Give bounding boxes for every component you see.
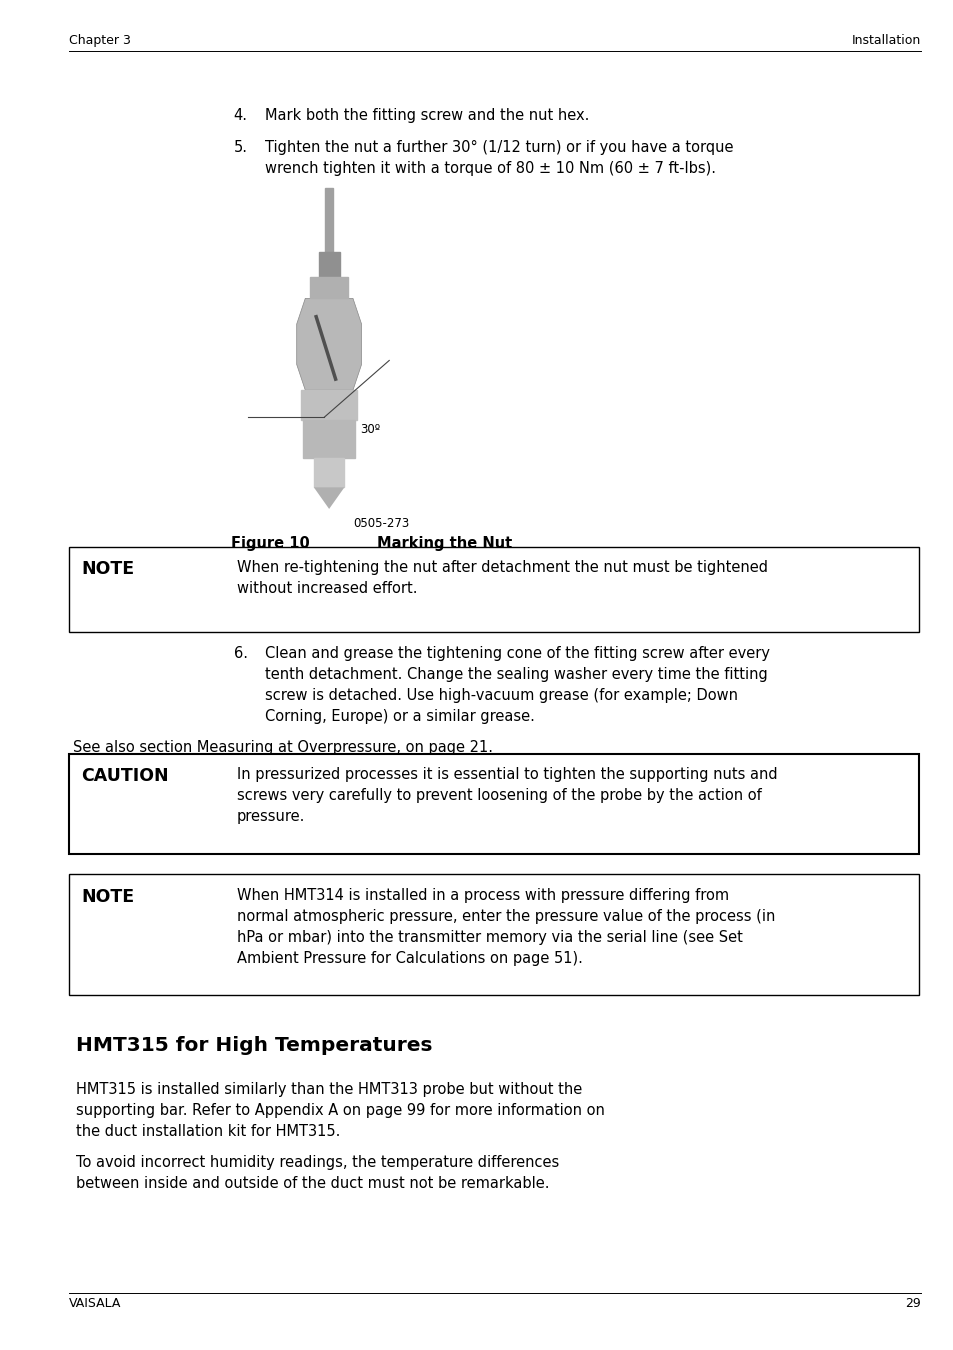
Text: pressure.: pressure. bbox=[236, 809, 305, 824]
Text: Mark both the fitting screw and the nut hex.: Mark both the fitting screw and the nut … bbox=[265, 108, 589, 123]
Text: To avoid incorrect humidity readings, the temperature differences: To avoid incorrect humidity readings, th… bbox=[76, 1156, 559, 1170]
Text: NOTE: NOTE bbox=[81, 560, 134, 578]
Text: Chapter 3: Chapter 3 bbox=[69, 34, 131, 47]
Polygon shape bbox=[296, 298, 361, 390]
Text: normal atmospheric pressure, enter the pressure value of the process (in: normal atmospheric pressure, enter the p… bbox=[236, 909, 774, 923]
Text: supporting bar. Refer to Appendix A on page 99 for more information on: supporting bar. Refer to Appendix A on p… bbox=[76, 1103, 604, 1118]
Text: When re-tightening the nut after detachment the nut must be tightened: When re-tightening the nut after detachm… bbox=[236, 560, 767, 575]
Text: screw is detached. Use high-vacuum grease (for example; Down: screw is detached. Use high-vacuum greas… bbox=[265, 687, 738, 702]
Text: without increased effort.: without increased effort. bbox=[236, 580, 416, 597]
Bar bbox=[325, 188, 333, 252]
Bar bbox=[69, 875, 918, 995]
Text: the duct installation kit for HMT315.: the duct installation kit for HMT315. bbox=[76, 1123, 340, 1139]
Text: 6.: 6. bbox=[233, 645, 248, 660]
Text: In pressurized processes it is essential to tighten the supporting nuts and: In pressurized processes it is essential… bbox=[236, 767, 777, 782]
Text: hPa or mbar) into the transmitter memory via the serial line (see Set: hPa or mbar) into the transmitter memory… bbox=[236, 930, 741, 945]
Text: HMT315 for High Temperatures: HMT315 for High Temperatures bbox=[76, 1035, 433, 1054]
Text: tenth detachment. Change the sealing washer every time the fitting: tenth detachment. Change the sealing was… bbox=[265, 667, 767, 682]
Text: 29: 29 bbox=[903, 1297, 920, 1311]
Bar bbox=[301, 390, 356, 420]
Bar bbox=[303, 420, 355, 458]
Bar bbox=[69, 547, 918, 632]
Text: screws very carefully to prevent loosening of the probe by the action of: screws very carefully to prevent looseni… bbox=[236, 788, 760, 803]
Text: Marking the Nut: Marking the Nut bbox=[376, 536, 512, 551]
Text: wrench tighten it with a torque of 80 ± 10 Nm (60 ± 7 ft-lbs).: wrench tighten it with a torque of 80 ± … bbox=[265, 161, 716, 176]
Text: Tighten the nut a further 30° (1/12 turn) or if you have a torque: Tighten the nut a further 30° (1/12 turn… bbox=[265, 139, 733, 155]
Text: When HMT314 is installed in a process with pressure differing from: When HMT314 is installed in a process wi… bbox=[236, 888, 728, 903]
Text: 30º: 30º bbox=[360, 423, 380, 436]
Text: HMT315 is installed similarly than the HMT313 probe but without the: HMT315 is installed similarly than the H… bbox=[76, 1081, 582, 1098]
Text: Clean and grease the tightening cone of the fitting screw after every: Clean and grease the tightening cone of … bbox=[265, 645, 769, 660]
Bar bbox=[310, 277, 348, 298]
Text: between inside and outside of the duct must not be remarkable.: between inside and outside of the duct m… bbox=[76, 1176, 549, 1191]
Text: Ambient Pressure for Calculations on page 51).: Ambient Pressure for Calculations on pag… bbox=[236, 950, 582, 965]
Text: 4.: 4. bbox=[233, 108, 248, 123]
Text: NOTE: NOTE bbox=[81, 888, 134, 906]
Text: Corning, Europe) or a similar grease.: Corning, Europe) or a similar grease. bbox=[265, 709, 535, 724]
Bar bbox=[69, 753, 918, 855]
Text: 5.: 5. bbox=[233, 139, 248, 155]
Text: VAISALA: VAISALA bbox=[69, 1297, 121, 1311]
Text: 0505-273: 0505-273 bbox=[354, 517, 409, 531]
Text: Figure 10: Figure 10 bbox=[231, 536, 310, 551]
Bar bbox=[318, 252, 339, 277]
Polygon shape bbox=[314, 487, 344, 509]
Text: CAUTION: CAUTION bbox=[81, 767, 169, 786]
Text: See also section Measuring at Overpressure, on page 21.: See also section Measuring at Overpressu… bbox=[73, 740, 493, 755]
Bar bbox=[314, 458, 344, 487]
Text: Installation: Installation bbox=[850, 34, 920, 47]
